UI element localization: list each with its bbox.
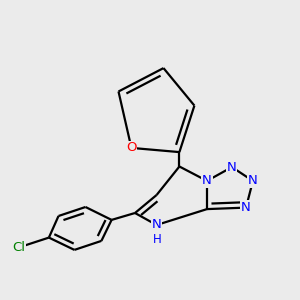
Text: N: N [227, 160, 237, 174]
Text: O: O [126, 141, 137, 154]
Text: N: N [202, 174, 212, 188]
Text: Cl: Cl [12, 241, 25, 254]
Text: N: N [152, 218, 161, 232]
Text: N: N [248, 174, 258, 188]
Text: N: N [241, 201, 251, 214]
Text: H: H [153, 233, 162, 246]
